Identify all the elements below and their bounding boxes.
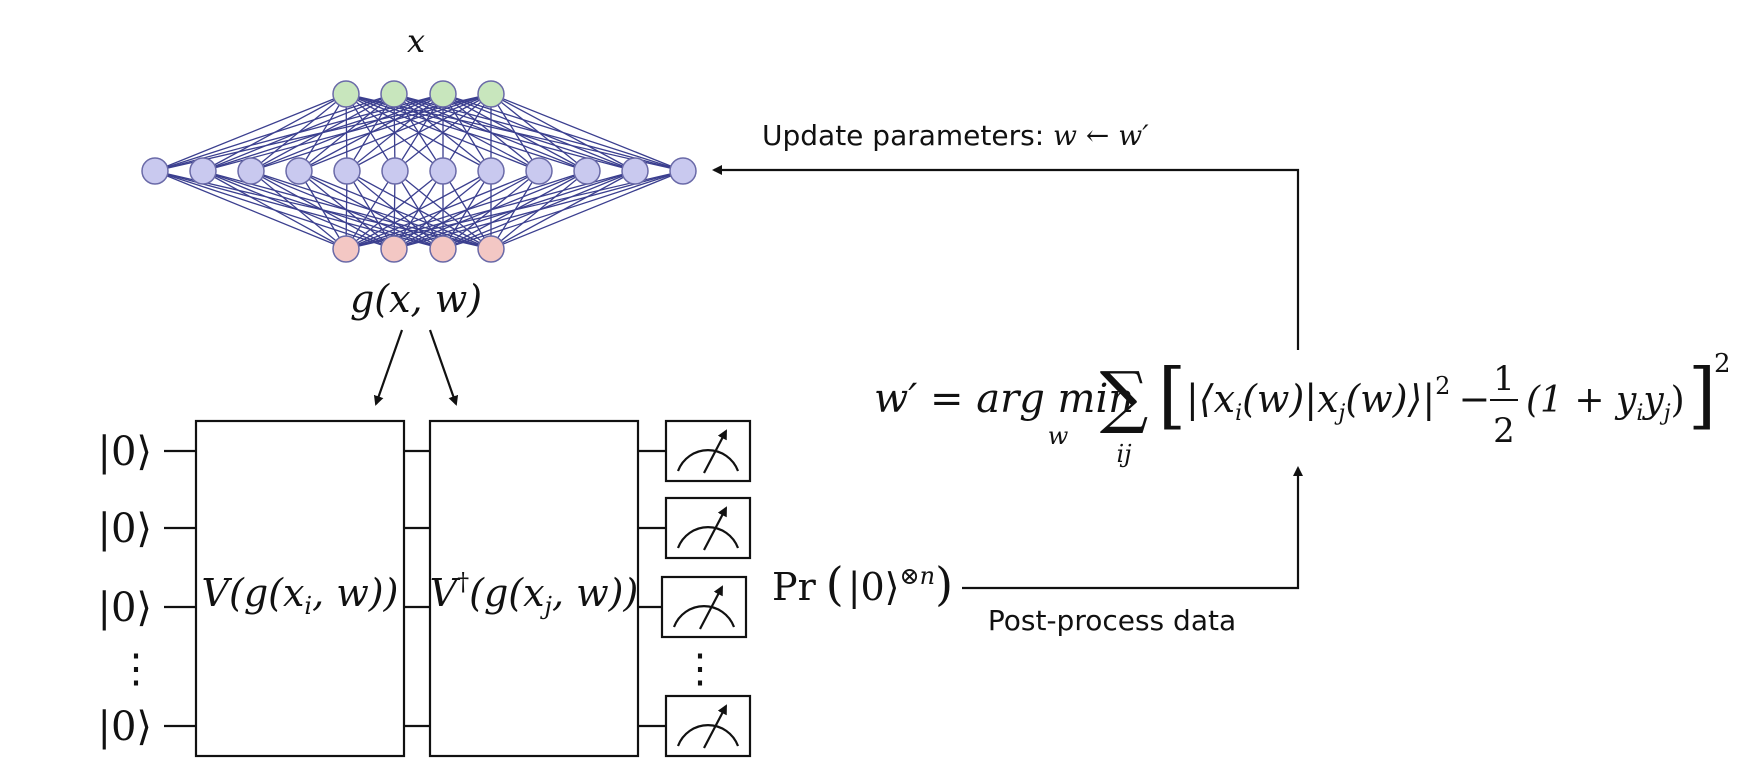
arrow-to-gate1 [373,329,404,406]
network-edge [250,170,347,250]
qubit-label: |0⟩ [97,704,152,750]
input-node [477,80,505,108]
network-edge [394,93,492,172]
output-node [332,235,360,263]
network-edge [490,93,588,172]
measurement-icon [664,419,752,483]
overlap-term: |⟨xi(w)|xj(w)⟩|2− [1186,372,1490,426]
sum-subscript: ij [1116,440,1132,468]
hidden-node [381,157,409,185]
hidden-node [669,157,697,185]
label-term: (1 + yiyj) [1526,380,1685,426]
objective-lhs: w′ = arg min [874,376,1134,422]
qubit-label: |0⟩ [97,585,152,631]
outer-exponent: 2 [1714,349,1731,379]
fraction-numerator: 1 [1493,359,1515,399]
probability-label: Pr)(|0⟩⊗n) [772,557,953,611]
network-edge [490,93,636,172]
input-node [380,80,408,108]
network-edge [345,170,588,250]
gate-v-label: V(g(xi, w)) [202,571,399,620]
network-edge [345,170,540,250]
network-edge [345,170,492,250]
network-edge [298,93,492,172]
hidden-node [477,157,505,185]
gate-vdagger-box [428,419,640,758]
qubit-labels: |0⟩ |0⟩ |0⟩ ⋮ |0⟩ [97,429,156,750]
update-arrow [712,165,1300,350]
input-node [429,80,457,108]
network-edge [154,93,395,172]
postprocess-arrow [962,466,1303,590]
network-input-label: x [407,22,425,60]
network-edge [442,93,492,172]
fraction-denominator: 2 [1493,411,1515,451]
network-nodes [141,80,697,263]
network-edge [250,93,492,172]
right-bracket: ] [1688,353,1716,437]
update-label-text: Update parameters: [762,119,1053,152]
hidden-node [285,157,313,185]
arrow-to-gate2 [428,329,459,406]
network-edge [490,93,684,172]
network-edge [154,93,492,172]
qubit-label: |0⟩ [97,506,152,552]
output-node [429,235,457,263]
network-edge [202,170,347,250]
network-edge [154,93,347,172]
network-edges [154,93,684,250]
measurement-icon [660,575,748,639]
network-edge [346,93,492,172]
qubit-wires [164,449,666,728]
network-edge [154,170,347,250]
measurement-icon [664,694,752,758]
network-edge [298,170,347,250]
network-edge [490,170,684,250]
sum-symbol: ∑ [1100,358,1149,437]
network-edge [345,170,444,250]
network-edge [490,93,540,172]
hidden-node [237,157,265,185]
hidden-node [621,157,649,185]
hidden-node [429,157,457,185]
network-edge [345,170,684,250]
update-label-math: w ← w′ [1053,119,1149,152]
gate-v-box [194,419,406,758]
network-edge [345,170,396,250]
update-label: Update parameters: w ← w′ [762,119,1149,152]
meter-ellipsis: ⋮ [680,646,720,692]
measurement-meters [660,419,752,758]
hidden-node [573,157,601,185]
hidden-node [333,157,361,185]
qubit-label: |0⟩ [97,429,152,475]
postprocess-label: Post-process data [988,604,1236,637]
network-edge [442,170,684,250]
measurement-icon [664,496,752,560]
output-node [477,235,505,263]
gate-vdagger-label: V†(g(xj, w)) [430,568,639,620]
argmin-subscript: w [1048,422,1069,450]
network-output-label: g(x, w) [350,277,482,321]
hidden-node [525,157,553,185]
qubit-ellipsis: ⋮ [116,646,156,692]
objective-formula: w′ = arg min w ∑ ij [ |⟨xi(w)|xj(w)⟩|2− … [874,349,1731,468]
input-node [332,80,360,108]
hidden-node [141,157,169,185]
left-bracket: [ [1158,353,1186,437]
hidden-node [189,157,217,185]
output-node [380,235,408,263]
